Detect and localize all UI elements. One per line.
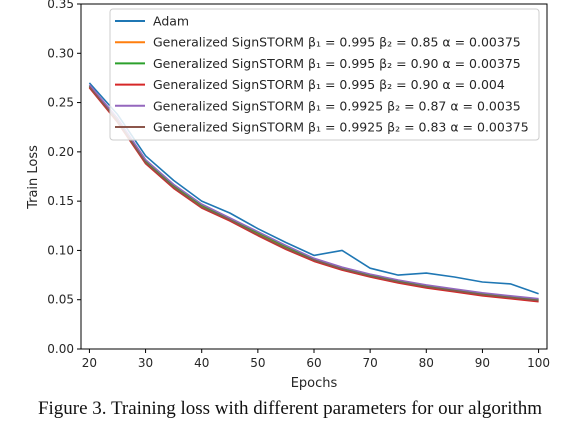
x-tick-label: 90: [475, 356, 490, 370]
x-tick-label: 80: [419, 356, 434, 370]
y-tick-label: 0.30: [47, 46, 74, 60]
figure-caption: Figure 3. Training loss with different p…: [37, 398, 543, 419]
x-tick-label: 40: [194, 356, 209, 370]
legend-label-3: Generalized SignSTORM β₁ = 0.995 β₂ = 0.…: [153, 77, 505, 92]
series-line-0: [88, 82, 539, 295]
y-tick-label: 0.05: [47, 293, 74, 307]
x-axis: 20 30 40 50 60 70 80 90 100: [82, 349, 550, 370]
series-layer: [88, 82, 539, 303]
series-line-5: [88, 86, 539, 302]
y-tick-label: 0.15: [47, 194, 74, 208]
y-axis-label: Train Loss: [26, 145, 41, 210]
x-tick-label: 60: [306, 356, 321, 370]
legend-label-0: Adam: [153, 14, 189, 29]
y-axis: 0.00 0.05 0.10 0.15 0.20 0.25 0.30 0.35: [47, 0, 81, 356]
legend-label-4: Generalized SignSTORM β₁ = 0.9925 β₂ = 0…: [153, 98, 521, 113]
legend-label-2: Generalized SignSTORM β₁ = 0.995 β₂ = 0.…: [153, 56, 521, 71]
y-tick-label: 0.35: [47, 0, 74, 11]
x-tick-label: 100: [527, 356, 550, 370]
series-line-4: [88, 84, 539, 300]
legend: Adam Generalized SignSTORM β₁ = 0.995 β₂ …: [109, 8, 540, 141]
x-tick-label: 20: [82, 356, 97, 370]
line-chart: 20 30 40 50 60 70 80 90 100 0.00 0.05 0.10 0.15 0.20…: [26, 0, 550, 391]
y-tick-label: 0.25: [47, 96, 74, 110]
legend-box: [109, 8, 540, 141]
legend-label-1: Generalized SignSTORM β₁ = 0.995 β₂ = 0.…: [153, 35, 521, 50]
x-tick-label: 30: [138, 356, 153, 370]
y-tick-label: 0.10: [47, 243, 74, 257]
legend-label-5: Generalized SignSTORM β₁ = 0.9925 β₂ = 0…: [153, 120, 529, 135]
x-axis-label: Epochs: [291, 376, 338, 391]
y-tick-label: 0.20: [47, 145, 74, 159]
x-tick-label: 50: [250, 356, 265, 370]
x-tick-label: 70: [363, 356, 378, 370]
y-tick-label: 0.00: [47, 342, 74, 356]
